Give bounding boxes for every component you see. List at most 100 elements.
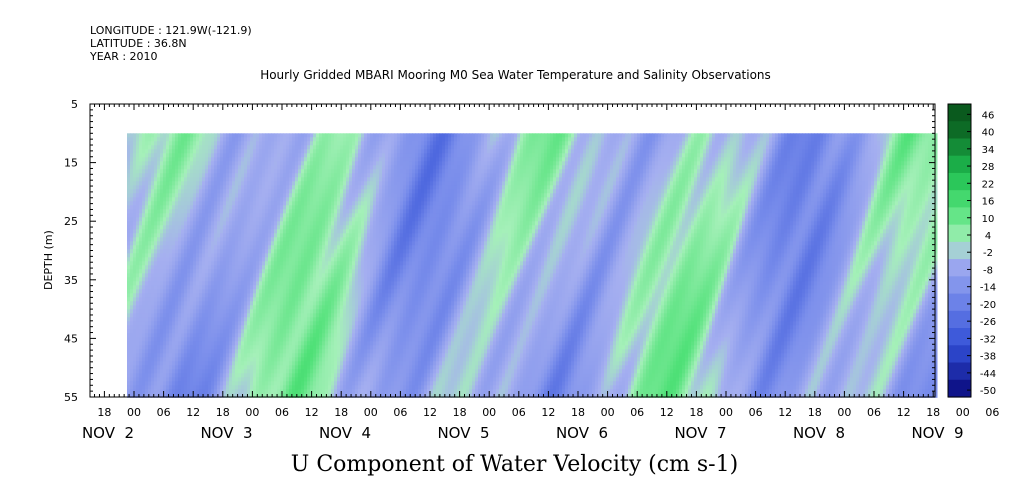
heat-cell <box>283 153 287 158</box>
heat-cell <box>214 141 218 146</box>
heat-cell <box>304 353 308 358</box>
heat-cell <box>202 141 206 146</box>
heat-cell <box>334 145 338 150</box>
heat-cell <box>271 341 275 346</box>
heat-cell <box>139 389 143 394</box>
heat-cell <box>214 173 218 178</box>
heat-cell <box>127 289 131 294</box>
heat-cell <box>280 229 284 234</box>
heat-cell <box>175 257 179 262</box>
heat-cell <box>148 389 152 394</box>
heat-cell <box>178 149 182 154</box>
heat-cell <box>157 377 161 382</box>
heat-cell <box>241 221 245 226</box>
heat-cell <box>337 353 341 358</box>
heat-cell <box>334 389 338 394</box>
heat-cell <box>334 313 338 318</box>
heat-cell <box>133 221 137 226</box>
heat-cell <box>268 297 272 302</box>
heat-cell <box>172 253 176 258</box>
heat-cell <box>247 253 251 258</box>
heat-cell <box>286 289 290 294</box>
heat-cell <box>223 241 227 246</box>
heat-cell <box>193 217 197 222</box>
heat-cell <box>277 317 281 322</box>
heat-cell <box>160 209 164 214</box>
heat-cell <box>247 233 251 238</box>
heat-cell <box>295 209 299 214</box>
heat-cell <box>292 149 296 154</box>
heat-cell <box>184 301 188 306</box>
heat-cell <box>232 149 236 154</box>
heat-cell <box>127 201 131 206</box>
heat-cell <box>133 257 137 262</box>
heat-cell <box>301 389 305 394</box>
heat-cell <box>259 341 263 346</box>
heat-cell <box>211 373 215 378</box>
heat-cell <box>166 345 170 350</box>
heat-cell <box>268 349 272 354</box>
heat-cell <box>316 189 320 194</box>
heat-cell <box>163 153 167 158</box>
heat-cell <box>208 265 212 270</box>
heat-cell <box>193 353 197 358</box>
heat-cell <box>223 141 227 146</box>
heat-cell <box>139 285 143 290</box>
heat-cell <box>223 305 227 310</box>
heat-cell <box>154 233 158 238</box>
heat-cell <box>331 233 335 238</box>
heat-cell <box>178 217 182 222</box>
heat-cell <box>157 285 161 290</box>
heat-cell <box>337 373 341 378</box>
heat-cell <box>199 245 203 250</box>
heat-cell <box>127 305 131 310</box>
heat-cell <box>214 169 218 174</box>
heat-cell <box>160 145 164 150</box>
heat-cell <box>190 333 194 338</box>
heat-cell <box>289 177 293 182</box>
heat-cell <box>343 289 347 294</box>
heat-cell <box>262 317 266 322</box>
heat-cell <box>166 333 170 338</box>
heat-cell <box>244 145 248 150</box>
heat-cell <box>292 221 296 226</box>
heat-cell <box>322 345 326 350</box>
heat-cell <box>313 265 317 270</box>
heat-cell <box>175 249 179 254</box>
heat-cell <box>322 369 326 374</box>
heat-cell <box>160 385 164 390</box>
heat-cell <box>223 281 227 286</box>
heat-cell <box>280 261 284 266</box>
heat-cell <box>298 305 302 310</box>
heat-cell <box>211 241 215 246</box>
heat-cell <box>295 369 299 374</box>
heat-cell <box>313 217 317 222</box>
heat-cell <box>283 269 287 274</box>
heat-cell <box>250 281 254 286</box>
heat-cell <box>229 153 233 158</box>
heat-cell <box>220 249 224 254</box>
heat-cell <box>301 381 305 386</box>
heat-cell <box>130 177 134 182</box>
heat-cell <box>346 133 350 138</box>
heat-cell <box>298 141 302 146</box>
heat-cell <box>229 217 233 222</box>
heat-cell <box>265 201 269 206</box>
heat-cell <box>346 325 350 330</box>
heat-cell <box>295 145 299 150</box>
heat-cell <box>127 149 131 154</box>
heat-cell <box>229 389 233 394</box>
heat-cell <box>184 325 188 330</box>
heat-cell <box>226 349 230 354</box>
heat-cell <box>298 133 302 138</box>
heat-cell <box>217 165 221 170</box>
heat-cell <box>223 201 227 206</box>
heat-cell <box>304 253 308 258</box>
heat-cell <box>202 329 206 334</box>
heat-cell <box>313 341 317 346</box>
heat-cell <box>247 245 251 250</box>
heat-cell <box>262 173 266 178</box>
heat-cell <box>181 221 185 226</box>
heat-cell <box>247 273 251 278</box>
heat-cell <box>127 325 131 330</box>
